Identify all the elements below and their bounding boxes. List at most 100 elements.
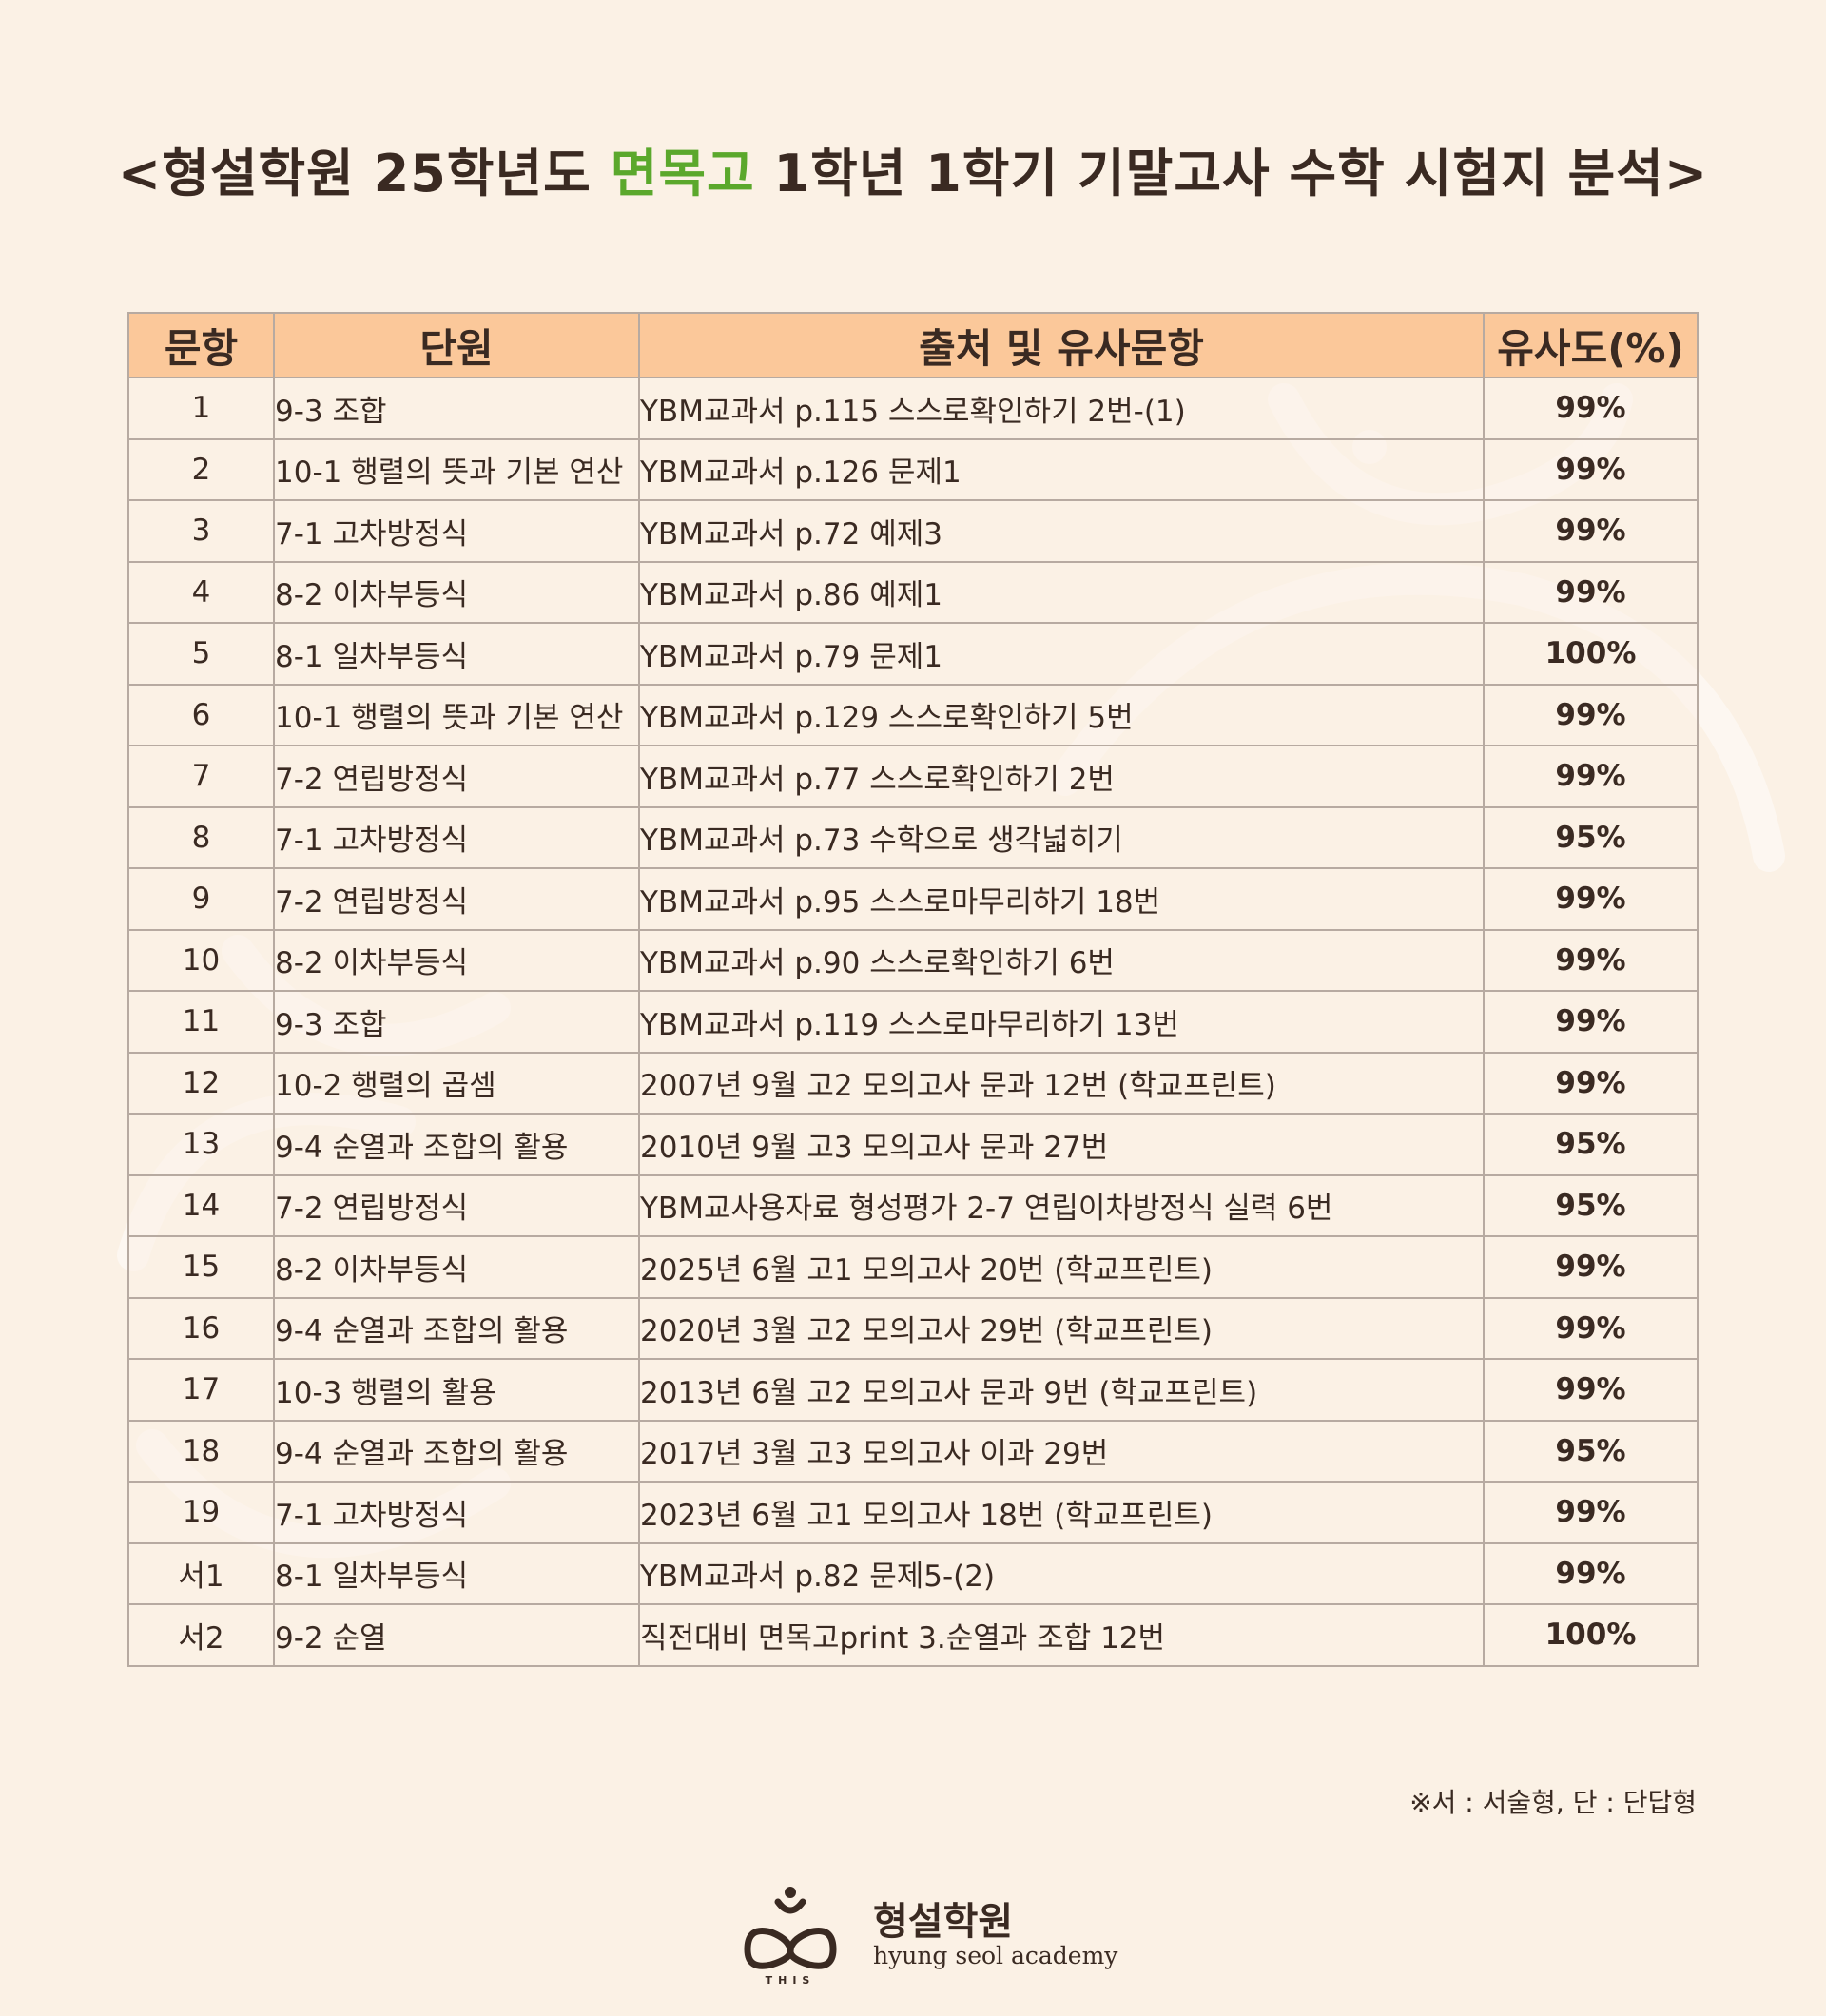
table-row: 2 10-1 행렬의 뜻과 기본 연산 YBM교과서 p.126 문제1 99% [127,437,1699,501]
page-title: <형설학원 25학년도 면목고 1학년 1학기 기말고사 수학 시험지 분석> [0,131,1826,206]
header-similarity: 유사도(%) [1483,312,1699,378]
question-no-cell: 2 [127,437,275,501]
similarity-cell: 99% [1483,745,1699,808]
question-no-cell: 19 [127,1481,275,1544]
source-cell: YBM교사용자료 형성평가 2-7 연립이차방정식 실력 6번 [638,1173,1485,1237]
table-row: 14 7-2 연립방정식 YBM교사용자료 형성평가 2-7 연립이차방정식 실력 … [127,1173,1699,1237]
table-row: 1 9-3 조합 YBM교과서 p.115 스스로확인하기 2번-(1) 99% [127,377,1699,440]
similarity-cell: 95% [1483,1113,1699,1176]
similarity-cell: 99% [1483,1481,1699,1544]
title-suffix: 1학년 1학기 기말고사 수학 시험지 분석> [754,144,1709,204]
question-no-cell: 11 [127,990,275,1054]
unit-cell: 8-1 일차부등식 [273,622,640,686]
source-cell: YBM교과서 p.95 스스로마무리하기 18번 [638,867,1485,931]
table-row: 10 8-2 이차부등식 YBM교과서 p.90 스스로확인하기 6번 99% [127,928,1699,992]
similarity-cell: 99% [1483,928,1699,992]
table-row: 11 9-3 조합 YBM교과서 p.119 스스로마무리하기 13번 99% [127,990,1699,1054]
table-row: 3 7-1 고차방정식 YBM교과서 p.72 예제3 99% [127,499,1699,563]
similarity-cell: 100% [1483,1603,1699,1667]
title-school-highlight: 면목고 [610,144,755,204]
similarity-cell: 95% [1483,805,1699,869]
unit-cell: 9-3 조합 [273,990,640,1054]
source-cell: YBM교과서 p.115 스스로확인하기 2번-(1) [638,377,1485,440]
source-cell: YBM교과서 p.77 스스로확인하기 2번 [638,745,1485,808]
header-unit: 단원 [273,312,640,378]
similarity-cell: 99% [1483,683,1699,746]
academy-name: 형설학원 [873,1899,1014,1944]
source-cell: YBM교과서 p.73 수학으로 생각넓히기 [638,805,1485,869]
question-no-cell: 1 [127,377,275,440]
unit-cell: 9-2 순열 [273,1603,640,1667]
table-row: 15 8-2 이차부등식 2025년 6월 고1 모의고사 20번 (학교프린트) 9… [127,1235,1699,1299]
table-row: 12 10-2 행렬의 곱셈 2007년 9월 고2 모의고사 문과 12번 (학교… [127,1051,1699,1115]
source-cell: 2025년 6월 고1 모의고사 20번 (학교프린트) [638,1235,1485,1299]
unit-cell: 8-2 이차부등식 [273,928,640,992]
similarity-cell: 99% [1483,1296,1699,1360]
unit-cell: 7-2 연립방정식 [273,867,640,931]
source-cell: YBM교과서 p.82 문제5-(2) [638,1541,1485,1605]
source-cell: YBM교과서 p.72 예제3 [638,499,1485,563]
unit-cell: 10-1 행렬의 뜻과 기본 연산 [273,683,640,746]
title-prefix: <형설학원 25학년도 [117,144,611,204]
unit-cell: 9-3 조합 [273,377,640,440]
unit-cell: 7-1 고차방정식 [273,805,640,869]
table-row: 17 10-3 행렬의 활용 2013년 6월 고2 모의고사 문과 9번 (학교프… [127,1358,1699,1422]
academy-subtitle: hyung seol academy [873,1942,1118,1969]
analysis-table: 문항 단원 출처 및 유사문항 유사도(%) 1 9-3 조합 YBM교과서 p.1… [127,312,1699,1667]
question-no-cell: 12 [127,1051,275,1115]
unit-cell: 7-2 연립방정식 [273,1173,640,1237]
question-no-cell: 14 [127,1173,275,1237]
question-no-cell: 7 [127,745,275,808]
similarity-cell: 99% [1483,1358,1699,1422]
unit-cell: 8-2 이차부등식 [273,560,640,624]
question-no-cell: 9 [127,867,275,931]
unit-cell: 9-4 순열과 조합의 활용 [273,1296,640,1360]
table-row: 19 7-1 고차방정식 2023년 6월 고1 모의고사 18번 (학교프린트) 9… [127,1481,1699,1544]
question-no-cell: 10 [127,928,275,992]
similarity-cell: 99% [1483,437,1699,501]
source-cell: YBM교과서 p.129 스스로확인하기 5번 [638,683,1485,746]
similarity-cell: 95% [1483,1173,1699,1237]
table-row: 18 9-4 순열과 조합의 활용 2017년 3월 고3 모의고사 이과 29번 9… [127,1419,1699,1483]
table-header-row: 문항 단원 출처 및 유사문항 유사도(%) [127,312,1699,378]
similarity-cell: 99% [1483,1235,1699,1299]
table-row: 9 7-2 연립방정식 YBM교과서 p.95 스스로마무리하기 18번 99% [127,867,1699,931]
table-row: 5 8-1 일차부등식 YBM교과서 p.79 문제1 100% [127,622,1699,686]
table-row: 16 9-4 순열과 조합의 활용 2020년 3월 고2 모의고사 29번 (학교… [127,1296,1699,1360]
source-cell: YBM교과서 p.126 문제1 [638,437,1485,501]
unit-cell: 7-2 연립방정식 [273,745,640,808]
table-row: 6 10-1 행렬의 뜻과 기본 연산 YBM교과서 p.129 스스로확인하기 5… [127,683,1699,746]
unit-cell: 8-2 이차부등식 [273,1235,640,1299]
unit-cell: 9-4 순열과 조합의 활용 [273,1419,640,1483]
question-no-cell: 15 [127,1235,275,1299]
unit-cell: 10-1 행렬의 뜻과 기본 연산 [273,437,640,501]
source-cell: 직전대비 면목고print 3.순열과 조합 12번 [638,1603,1485,1667]
table-row: 서2 9-2 순열 직전대비 면목고print 3.순열과 조합 12번 100% [127,1603,1699,1667]
similarity-cell: 99% [1483,1051,1699,1115]
question-no-cell: 8 [127,805,275,869]
source-cell: YBM교과서 p.79 문제1 [638,622,1485,686]
question-no-cell: 5 [127,622,275,686]
question-no-cell: 6 [127,683,275,746]
source-cell: 2010년 9월 고3 모의고사 문과 27번 [638,1113,1485,1176]
question-no-cell: 17 [127,1358,275,1422]
header-source: 출처 및 유사문항 [638,312,1485,378]
logo-mark-letters: THIS [766,1974,816,1987]
source-cell: YBM교과서 p.86 예제1 [638,560,1485,624]
unit-cell: 8-1 일차부등식 [273,1541,640,1605]
unit-cell: 10-2 행렬의 곱셈 [273,1051,640,1115]
question-no-cell: 서2 [127,1603,275,1667]
table-row: 4 8-2 이차부등식 YBM교과서 p.86 예제1 99% [127,560,1699,624]
source-cell: YBM교과서 p.90 스스로확인하기 6번 [638,928,1485,992]
source-cell: 2013년 6월 고2 모의고사 문과 9번 (학교프린트) [638,1358,1485,1422]
similarity-cell: 99% [1483,377,1699,440]
unit-cell: 7-1 고차방정식 [273,499,640,563]
question-no-cell: 3 [127,499,275,563]
unit-cell: 7-1 고차방정식 [273,1481,640,1544]
table-row: 8 7-1 고차방정식 YBM교과서 p.73 수학으로 생각넓히기 95% [127,805,1699,869]
question-no-cell: 18 [127,1419,275,1483]
similarity-cell: 99% [1483,1541,1699,1605]
similarity-cell: 95% [1483,1419,1699,1483]
source-cell: 2007년 9월 고2 모의고사 문과 12번 (학교프린트) [638,1051,1485,1115]
similarity-cell: 99% [1483,560,1699,624]
